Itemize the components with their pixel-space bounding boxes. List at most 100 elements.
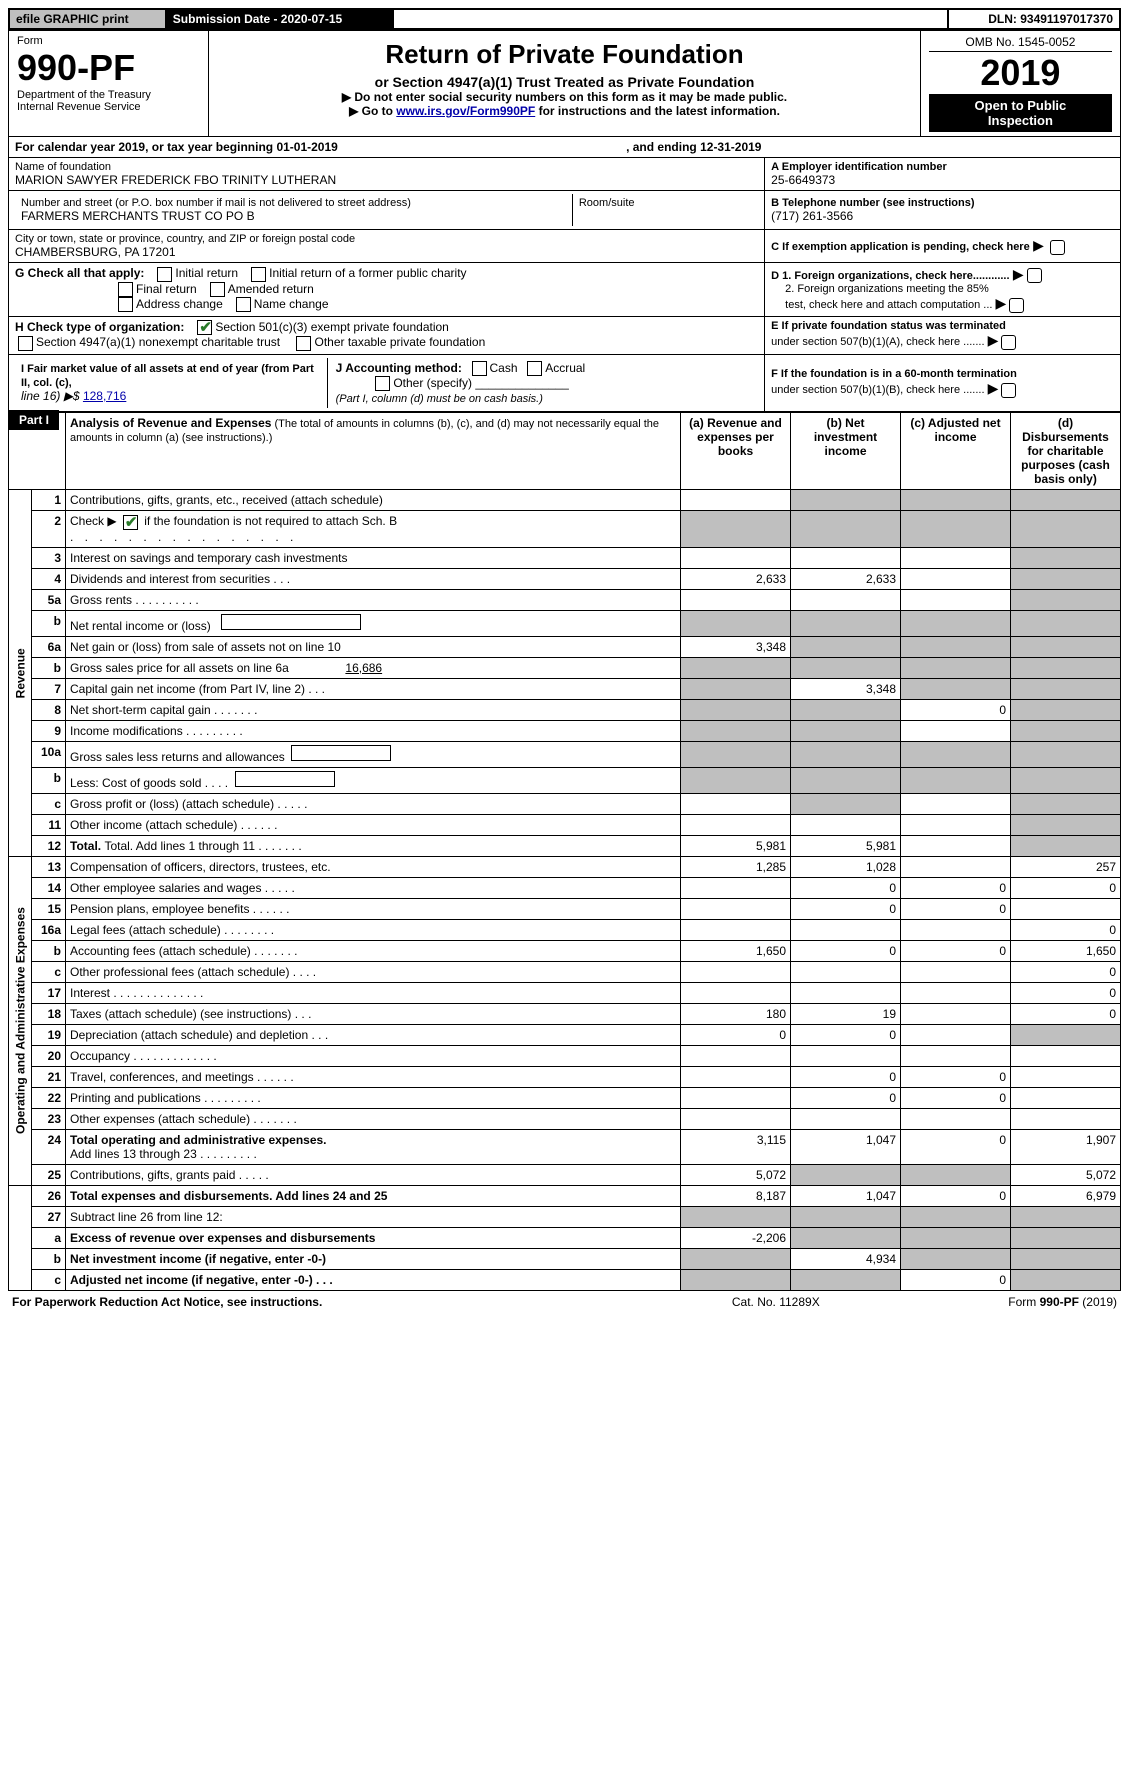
g-final-return[interactable] [118, 282, 133, 297]
row-11: Other income (attach schedule) . . . . .… [66, 814, 681, 835]
addr-value: FARMERS MERCHANTS TRUST CO PO B [21, 209, 566, 223]
g-initial-return[interactable] [157, 267, 172, 282]
row-16c: Other professional fees (attach schedule… [66, 961, 681, 982]
open-to-public: Open to PublicInspection [929, 94, 1112, 132]
row-9: Income modifications . . . . . . . . . [66, 720, 681, 741]
row-3: Interest on savings and temporary cash i… [66, 547, 681, 568]
name-label: Name of foundation [15, 161, 758, 173]
c-checkbox[interactable] [1050, 240, 1065, 255]
ein-label: A Employer identification number [771, 161, 1114, 173]
d2b-label: test, check here and attach computation … [785, 299, 992, 311]
row-1: Contributions, gifts, grants, etc., rece… [66, 490, 681, 511]
form-word: Form [17, 35, 200, 47]
d1-label: D 1. Foreign organizations, check here..… [771, 270, 1009, 282]
row-16b: Accounting fees (attach schedule) . . . … [66, 940, 681, 961]
ein-value: 25-6649373 [771, 173, 1114, 187]
bullet-2: ▶ Go to www.irs.gov/Form990PF for instru… [217, 104, 912, 118]
calendar-year-row: For calendar year 2019, or tax year begi… [8, 137, 1121, 158]
footer-row: For Paperwork Reduction Act Notice, see … [8, 1293, 1121, 1311]
e2-label: under section 507(b)(1)(A), check here .… [771, 336, 984, 348]
row-27c: Adjusted net income (if negative, enter … [66, 1269, 681, 1290]
f1-label: F If the foundation is in a 60-month ter… [771, 368, 1114, 380]
foundation-name: MARION SAWYER FREDERICK FBO TRINITY LUTH… [15, 173, 758, 187]
e-checkbox[interactable] [1001, 335, 1016, 350]
col-d-header: (d) Disbursements for charitable purpose… [1011, 413, 1121, 490]
revenue-side-label: Revenue [9, 490, 32, 856]
c-label: C If exemption application is pending, c… [771, 241, 1030, 253]
part1-title: Analysis of Revenue and Expenses [70, 416, 271, 430]
h-501c3-checkbox[interactable] [197, 320, 212, 335]
g-label: G Check all that apply: [15, 266, 144, 280]
row-25: Contributions, gifts, grants paid . . . … [66, 1164, 681, 1185]
g-name-change[interactable] [236, 297, 251, 312]
tel-label: B Telephone number (see instructions) [771, 197, 1114, 209]
check-blocks: G Check all that apply: Initial return I… [8, 263, 1121, 412]
j-cash-checkbox[interactable] [472, 361, 487, 376]
col-b-header: (b) Net investment income [791, 413, 901, 490]
j-label: J Accounting method: [336, 361, 462, 375]
row-21: Travel, conferences, and meetings . . . … [66, 1066, 681, 1087]
efile-label[interactable]: efile GRAPHIC print [9, 9, 166, 29]
d1-checkbox[interactable] [1027, 268, 1042, 283]
city-label: City or town, state or province, country… [15, 233, 758, 245]
j-note: (Part I, column (d) must be on cash basi… [336, 393, 543, 405]
row-20: Occupancy . . . . . . . . . . . . . [66, 1045, 681, 1066]
d2a-label: 2. Foreign organizations meeting the 85% [771, 283, 1114, 295]
tax-year: 2019 [929, 52, 1112, 94]
h-label: H Check type of organization: [15, 320, 184, 334]
i-line16: line 16) ▶$ [21, 389, 80, 403]
city-value: CHAMBERSBURG, PA 17201 [15, 245, 758, 259]
irs-link[interactable]: www.irs.gov/Form990PF [396, 104, 535, 118]
j-accrual-checkbox[interactable] [527, 361, 542, 376]
g-address-change[interactable] [118, 297, 133, 312]
row-23: Other expenses (attach schedule) . . . .… [66, 1108, 681, 1129]
f2-label: under section 507(b)(1)(B), check here .… [771, 384, 984, 396]
i-value: 128,716 [83, 389, 126, 403]
row-15: Pension plans, employee benefits . . . .… [66, 898, 681, 919]
calendar-begin: For calendar year 2019, or tax year begi… [9, 137, 621, 158]
f-checkbox[interactable] [1001, 383, 1016, 398]
row-5a: Gross rents . . . . . . . . . . [66, 589, 681, 610]
form-title: Return of Private Foundation [217, 39, 912, 70]
d2-checkbox[interactable] [1009, 298, 1024, 313]
h-4947-checkbox[interactable] [18, 336, 33, 351]
identity-block: Name of foundation MARION SAWYER FREDERI… [8, 158, 1121, 263]
dln: DLN: 93491197017370 [948, 9, 1120, 29]
row-13: Compensation of officers, directors, tru… [66, 856, 681, 877]
g-initial-former[interactable] [251, 267, 266, 282]
col-c-header: (c) Adjusted net income [901, 413, 1011, 490]
row-4: Dividends and interest from securities .… [66, 568, 681, 589]
footer-left: For Paperwork Reduction Act Notice, see … [8, 1293, 675, 1311]
tel-value: (717) 261-3566 [771, 209, 1114, 223]
bullet-1: ▶ Do not enter social security numbers o… [217, 90, 912, 104]
row-10c: Gross profit or (loss) (attach schedule)… [66, 793, 681, 814]
row-7: Capital gain net income (from Part IV, l… [66, 678, 681, 699]
form-header: Form 990-PF Department of the Treasury I… [8, 30, 1121, 137]
row-14: Other employee salaries and wages . . . … [66, 877, 681, 898]
part1-table: Part I Analysis of Revenue and Expenses … [8, 412, 1121, 1290]
e1-label: E If private foundation status was termi… [771, 320, 1114, 332]
top-bar: efile GRAPHIC print Submission Date - 20… [8, 8, 1121, 30]
row-27a: Excess of revenue over expenses and disb… [66, 1227, 681, 1248]
expenses-side-label: Operating and Administrative Expenses [9, 856, 32, 1185]
j-other-checkbox[interactable] [375, 376, 390, 391]
calendar-end: , and ending 12-31-2019 [620, 137, 1120, 158]
dept-line2: Internal Revenue Service [17, 101, 200, 113]
form-number: 990-PF [17, 47, 200, 89]
sch-b-checkbox[interactable] [123, 515, 138, 530]
row-2: Check ▶ if the foundation is not require… [66, 511, 681, 547]
footer-right: Form 990-PF (2019) [876, 1293, 1121, 1311]
g-amended-return[interactable] [210, 282, 225, 297]
row-17: Interest . . . . . . . . . . . . . . [66, 982, 681, 1003]
arrow-icon: ▶ [1033, 237, 1044, 253]
h-other-taxable-checkbox[interactable] [296, 336, 311, 351]
part1-label: Part I [9, 410, 59, 430]
footer-mid: Cat. No. 11289X [675, 1293, 876, 1311]
row-12: Total. Total. Add lines 1 through 11 . .… [66, 835, 681, 856]
room-label: Room/suite [579, 197, 752, 209]
row-6a: Net gain or (loss) from sale of assets n… [66, 636, 681, 657]
i-label: I Fair market value of all assets at end… [21, 363, 314, 389]
dept-line1: Department of the Treasury [17, 89, 200, 101]
submission-date: Submission Date - 2020-07-15 [166, 9, 393, 29]
row-5b: Net rental income or (loss) [66, 610, 681, 636]
